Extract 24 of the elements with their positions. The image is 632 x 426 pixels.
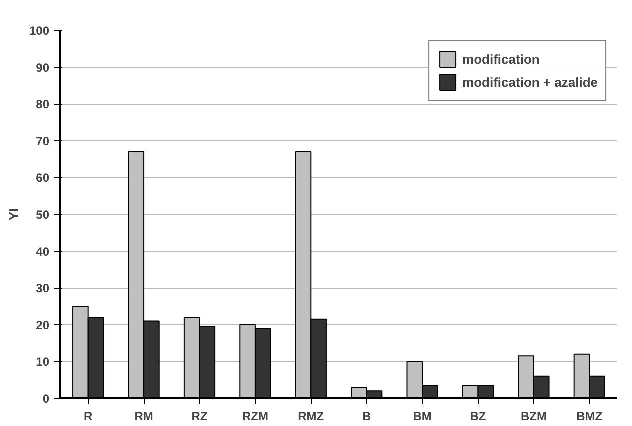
x-tick-label: BM <box>413 410 432 424</box>
y-axis-title: YI <box>6 208 22 221</box>
x-tick-label: RMZ <box>298 410 324 424</box>
y-tick-label: 20 <box>36 318 50 332</box>
x-tick-label: RZM <box>242 410 268 424</box>
y-tick-label: 30 <box>36 282 50 296</box>
y-tick-label: 0 <box>42 392 50 406</box>
x-tick-label: B <box>362 410 372 424</box>
y-tick-label: 50 <box>36 208 50 222</box>
y-tick-label: 90 <box>36 60 50 75</box>
y-tick-label: 100 <box>29 24 50 38</box>
y-tick-label: 40 <box>36 244 50 259</box>
x-tick-label: BZM <box>520 410 547 424</box>
x-tick-label: BMZ <box>576 410 603 424</box>
y-tick-label: 60 <box>36 171 50 186</box>
y-tick-label: 80 <box>36 98 50 112</box>
x-tick-label: RZ <box>192 410 208 424</box>
x-tick-label: R <box>84 410 94 424</box>
legend-label: modification + azalide <box>462 74 598 90</box>
x-tick-label: BZ <box>470 410 486 424</box>
y-tick-label: 70 <box>36 134 50 148</box>
y-tick-label: 10 <box>36 355 50 370</box>
x-tick-label: RM <box>134 410 154 424</box>
legend-label: modification <box>462 52 540 66</box>
